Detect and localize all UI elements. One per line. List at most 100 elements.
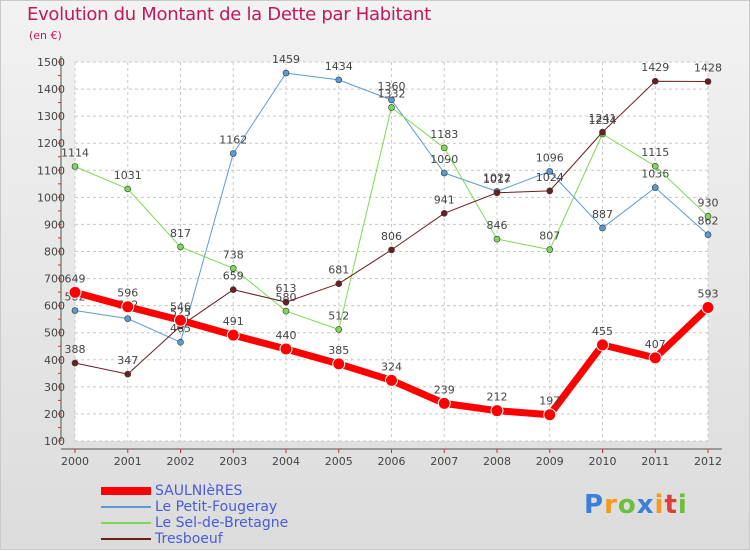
data-label-le-sel-de-bretagne: 1031 [114,169,142,182]
data-point-saulni-res [226,328,240,342]
data-label-le-sel-de-bretagne: 817 [170,227,191,240]
x-tick-label: 2006 [378,455,406,468]
y-tick-label: 700 [44,273,65,286]
data-point-tresboeuf [282,298,290,306]
data-label-tresboeuf: 941 [434,193,455,206]
data-label-tresboeuf: 1024 [536,171,564,184]
legend-label-le-petit-fougeray: Le Petit-Fougeray [155,499,278,515]
data-label-saulni-res: 546 [170,300,191,313]
chart-title: Evolution du Montant de la Dette par Hab… [27,4,431,25]
data-label-saulni-res: 385 [328,344,349,357]
data-label-le-sel-de-bretagne: 846 [487,219,508,232]
data-point-le-petit-fougeray [229,150,237,157]
data-label-saulni-res: 455 [592,325,613,338]
data-point-le-petit-fougeray [282,69,290,77]
data-label-le-sel-de-bretagne: 930 [698,196,719,209]
data-label-le-petit-fougeray: 1360 [378,80,406,93]
data-point-le-sel-de-bretagne [124,185,132,193]
x-tick-label: 2002 [167,455,195,468]
data-point-tresboeuf [599,128,606,136]
data-label-le-sel-de-bretagne: 1183 [430,128,458,141]
data-point-tresboeuf [704,78,712,85]
data-label-tresboeuf: 1428 [694,61,722,74]
data-point-saulni-res [385,373,398,387]
data-point-le-petit-fougeray [546,168,554,175]
data-point-saulni-res [279,342,293,356]
data-label-le-sel-de-bretagne: 1114 [61,146,89,159]
data-point-saulni-res [490,404,504,418]
data-point-tresboeuf [388,246,395,254]
x-tick-label: 2004 [272,455,300,468]
data-label-tresboeuf: 388 [65,343,86,356]
x-tick-label: 2011 [641,455,669,468]
data-label-saulni-res: 197 [539,395,560,408]
data-point-saulni-res [596,338,609,352]
y-tick-label: 100 [44,435,65,448]
data-point-tresboeuf [651,77,659,85]
data-point-le-sel-de-bretagne [388,104,395,111]
data-point-saulni-res [121,300,135,314]
y-tick-label: 400 [44,354,65,367]
data-point-saulni-res [174,313,187,327]
data-point-le-petit-fougeray [599,224,606,232]
data-label-saulni-res: 491 [223,315,244,328]
data-label-saulni-res: 239 [434,383,455,396]
x-tick-label: 2008 [483,455,511,468]
legend-swatch-tresboeuf [101,538,151,540]
data-label-le-petit-fougeray: 1090 [430,153,458,166]
y-tick-label: 200 [44,408,65,421]
data-point-saulni-res [332,357,346,371]
y-tick-label: 1100 [37,164,65,177]
data-point-le-sel-de-bretagne [493,235,501,243]
data-label-le-sel-de-bretagne: 738 [223,248,244,261]
data-label-le-petit-fougeray: 1022 [483,171,511,184]
data-label-le-sel-de-bretagne: 1115 [641,146,669,159]
data-label-tresboeuf: 659 [223,270,244,283]
data-label-le-sel-de-bretagne: 1332 [378,87,406,100]
legend-label-tresboeuf: Tresboeuf [155,531,223,547]
legend-item-tresboeuf: Tresboeuf [101,531,288,547]
y-tick-label: 800 [44,246,65,259]
data-point-tresboeuf [229,286,237,293]
y-tick-label: 1400 [37,83,65,96]
data-point-tresboeuf [71,359,79,367]
data-label-le-petit-fougeray: 1096 [536,151,564,164]
data-point-le-petit-fougeray [124,315,132,322]
data-label-le-petit-fougeray: 1459 [272,53,300,66]
data-point-le-sel-de-bretagne [440,144,448,152]
data-label-saulni-res: 212 [487,391,508,404]
data-point-le-petit-fougeray [71,307,79,314]
data-label-tresboeuf: 1241 [589,112,617,125]
data-label-saulni-res: 596 [117,287,138,300]
y-tick-label: 900 [44,218,65,231]
data-label-le-petit-fougeray: 887 [592,208,613,221]
data-point-tresboeuf [493,189,501,197]
data-point-tresboeuf [335,280,343,288]
legend-item-le-petit-fougeray: Le Petit-Fougeray [101,499,288,515]
data-point-saulni-res [648,351,662,365]
y-tick-label: 1500 [37,56,65,69]
data-point-saulni-res [437,396,451,410]
y-tick-label: 300 [44,381,65,394]
data-point-saulni-res [543,408,557,422]
data-label-le-sel-de-bretagne: 512 [328,309,349,322]
data-label-le-petit-fougeray: 1162 [219,134,247,147]
chart-legend: SAULNIèRES Le Petit-Fougeray Le Sel-de-Bre… [101,483,288,547]
data-point-le-sel-de-bretagne [177,243,184,251]
x-tick-label: 2000 [61,455,89,468]
legend-label-saulni-res: SAULNIèRES [155,483,243,499]
data-label-le-petit-fougeray: 862 [698,215,719,228]
data-point-le-petit-fougeray [335,76,343,84]
data-label-tresboeuf: 613 [276,282,297,295]
data-point-le-sel-de-bretagne [704,213,712,220]
y-tick-label: 500 [44,327,65,340]
y-tick-label: 600 [44,300,65,313]
y-tick-label: 1300 [37,110,65,123]
legend-item-saulni-res: SAULNIèRES [101,483,288,499]
data-label-saulni-res: 324 [381,360,402,373]
data-point-le-petit-fougeray [177,338,184,346]
legend-swatch-le-sel-de-bretagne [101,522,151,524]
x-tick-label: 2007 [430,455,458,468]
data-label-tresboeuf: 1429 [641,61,669,74]
